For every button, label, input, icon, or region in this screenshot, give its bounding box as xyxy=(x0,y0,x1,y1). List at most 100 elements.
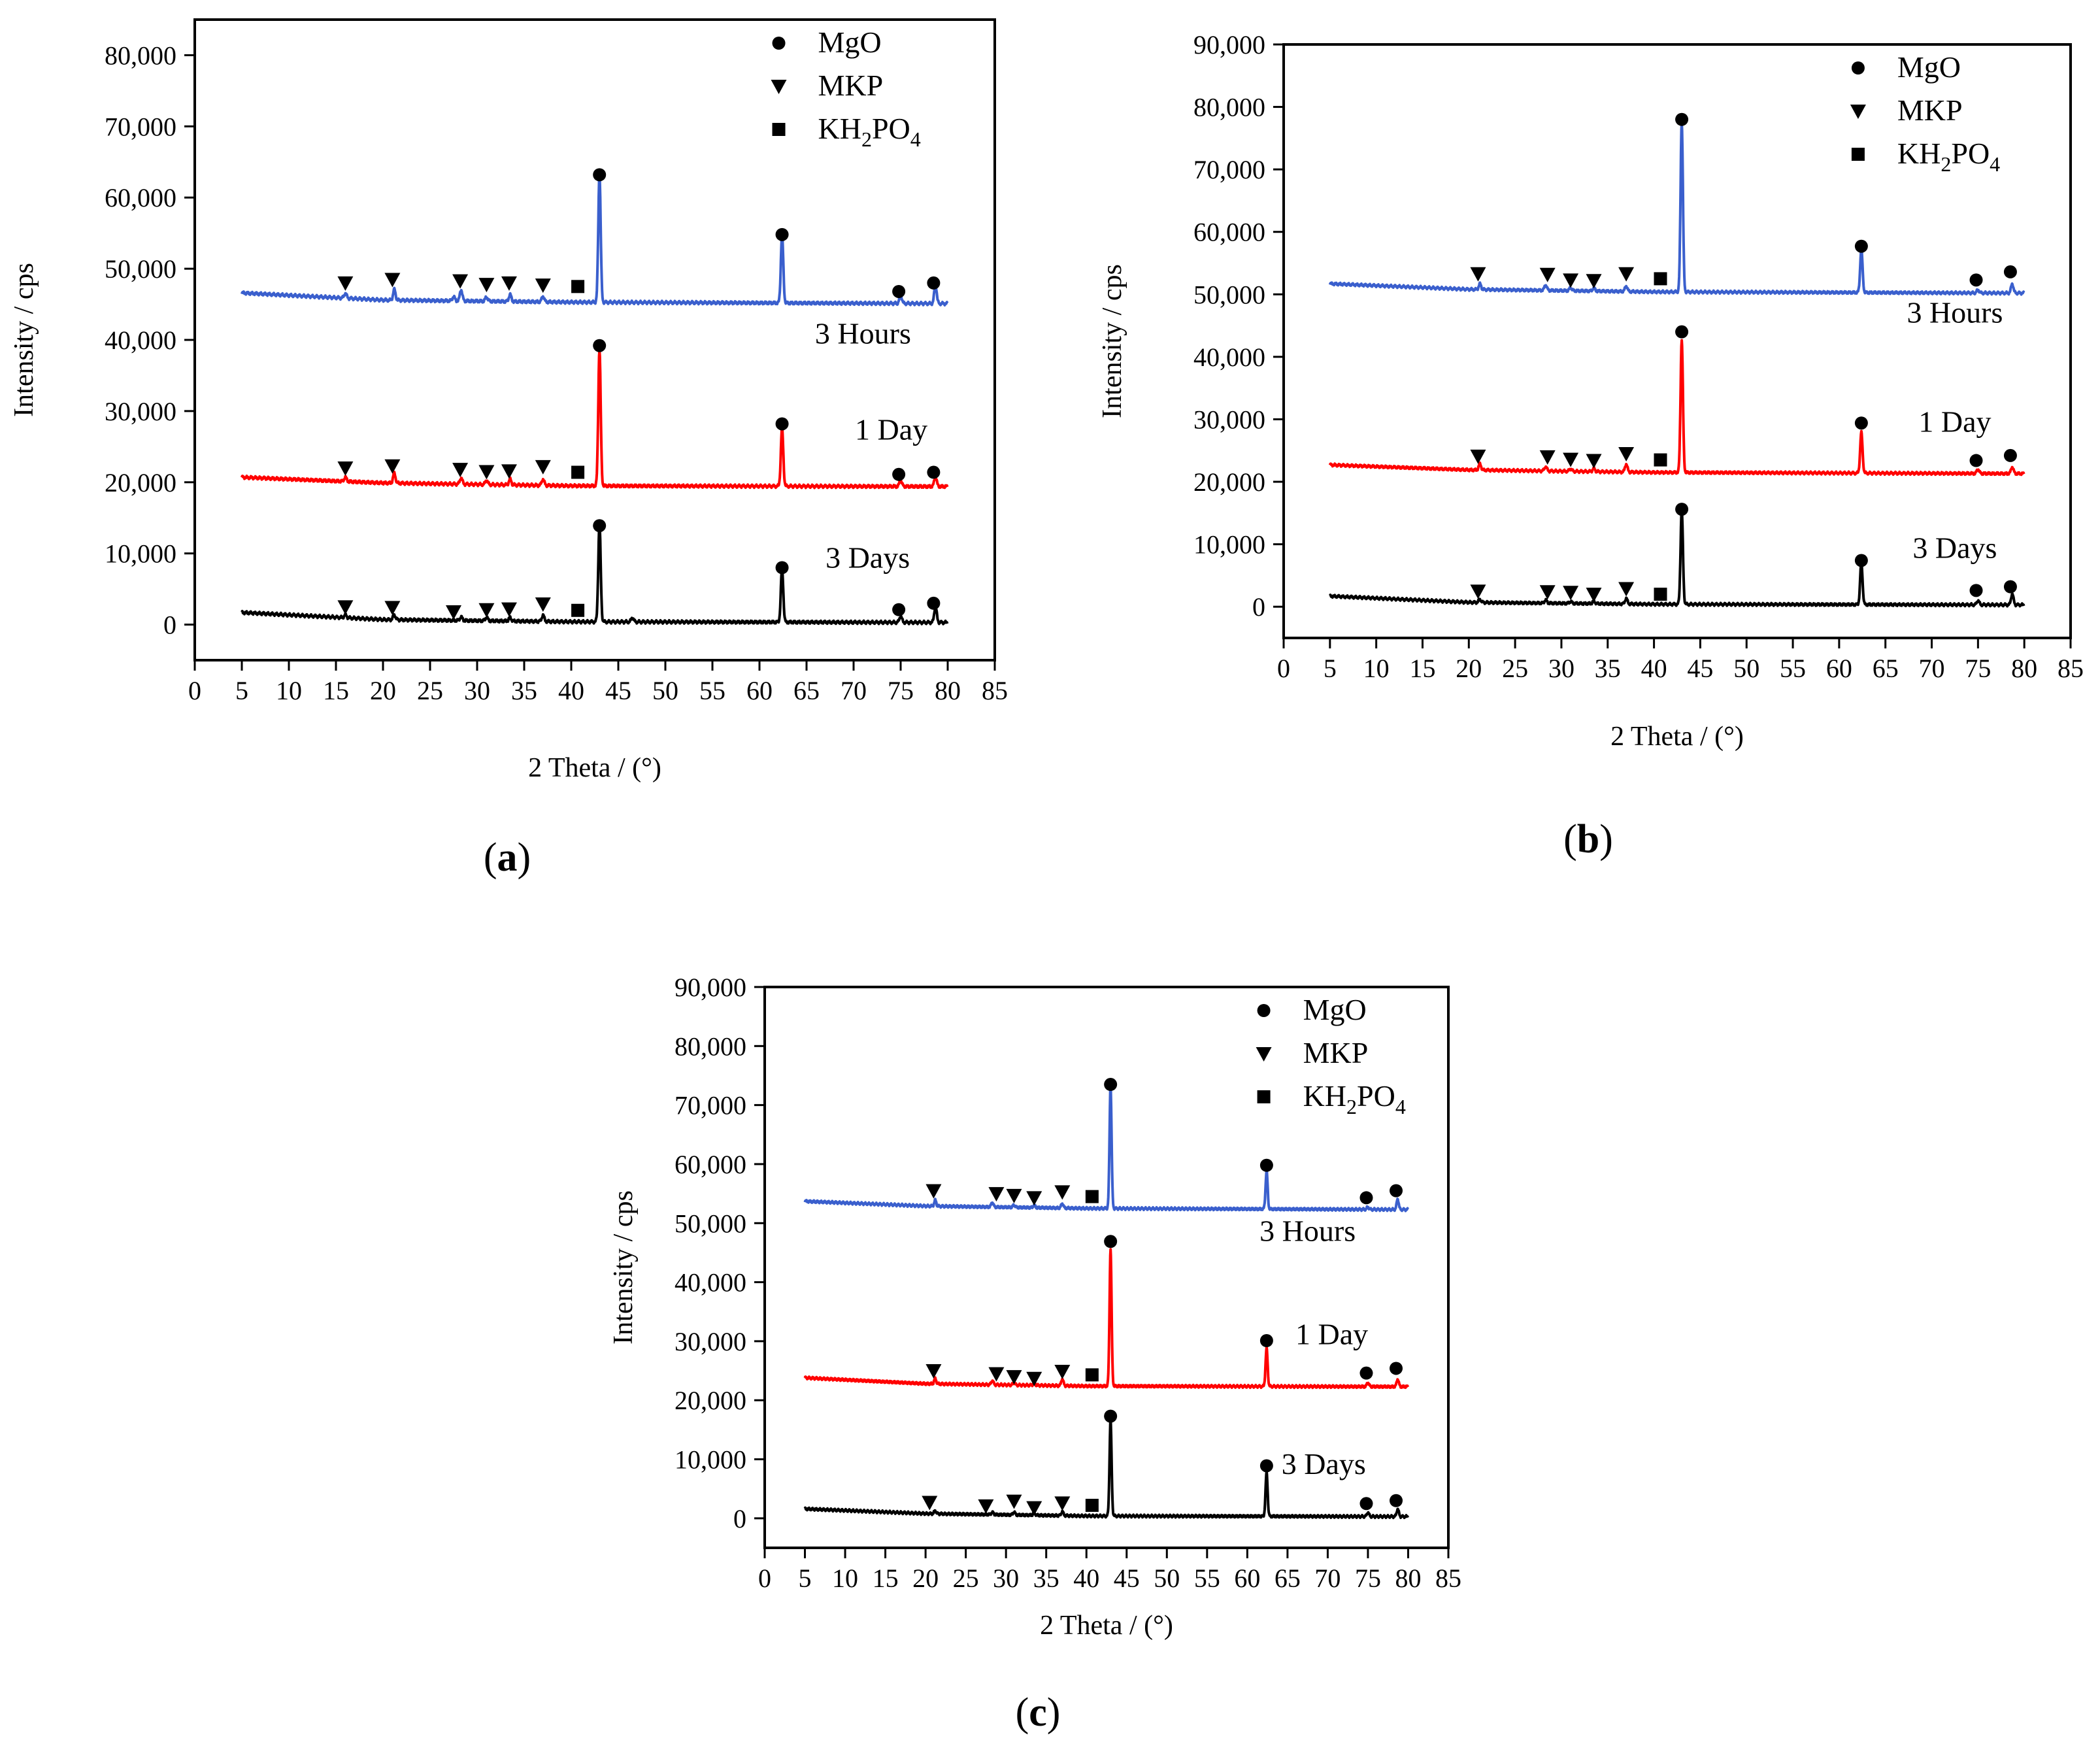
triangle-down-marker xyxy=(478,278,495,293)
x-tick-label: 50 xyxy=(1154,1564,1180,1593)
x-tick-label: 0 xyxy=(1277,654,1290,683)
x-tick-label: 35 xyxy=(1595,654,1621,683)
x-tick-label: 30 xyxy=(993,1564,1019,1593)
x-tick-label: 15 xyxy=(323,676,349,705)
x-tick-label: 45 xyxy=(605,676,631,705)
x-tick-label: 5 xyxy=(799,1564,812,1593)
x-tick-label: 30 xyxy=(1548,654,1575,683)
series-label: 3 Hours xyxy=(815,316,911,350)
triangle-down-marker xyxy=(1539,267,1556,282)
circle-marker xyxy=(1854,239,1868,253)
legend-label: MKP xyxy=(818,69,884,102)
x-tick-label: 25 xyxy=(953,1564,979,1593)
x-tick-label: 75 xyxy=(1965,654,1991,683)
y-tick-label: 40,000 xyxy=(1193,343,1265,372)
circle-marker xyxy=(2003,265,2017,278)
legend-square-marker xyxy=(1257,1090,1271,1103)
circle-marker xyxy=(1359,1191,1373,1205)
y-tick-label: 60,000 xyxy=(105,183,176,212)
triangle-down-marker xyxy=(1006,1370,1022,1385)
x-tick-label: 75 xyxy=(888,676,914,705)
x-tick-label: 55 xyxy=(1780,654,1806,683)
triangle-down-marker xyxy=(922,1496,938,1511)
series-label: 1 Day xyxy=(855,412,927,446)
legend-circle-marker xyxy=(772,37,786,50)
triangle-down-marker xyxy=(535,460,551,475)
legend-triangle-down-marker xyxy=(1256,1047,1272,1062)
x-tick-label: 75 xyxy=(1355,1564,1381,1593)
y-tick-label: 60,000 xyxy=(675,1150,746,1179)
legend-label-sub: 4 xyxy=(1990,152,2000,176)
triangle-down-marker xyxy=(925,1364,942,1379)
triangle-down-marker xyxy=(925,1184,942,1199)
x-tick-label: 15 xyxy=(1409,654,1435,683)
legend-label-sub: 2 xyxy=(1941,152,1951,176)
y-tick-label: 40,000 xyxy=(105,326,176,355)
circle-marker xyxy=(1259,1158,1273,1172)
triangle-down-marker xyxy=(535,278,551,293)
circle-marker xyxy=(1675,503,1689,516)
circle-marker xyxy=(927,596,941,610)
triangle-down-marker xyxy=(1054,1364,1071,1379)
y-tick-label: 30,000 xyxy=(675,1327,746,1356)
x-tick-label: 40 xyxy=(1073,1564,1099,1593)
x-tick-label: 60 xyxy=(1826,654,1852,683)
triangle-down-marker xyxy=(501,276,517,291)
y-tick-label: 90,000 xyxy=(1193,30,1265,59)
legend-label-sub: 4 xyxy=(1395,1095,1406,1118)
legend-label: MKP xyxy=(1303,1036,1369,1069)
triangle-down-marker xyxy=(1618,447,1635,462)
triangle-down-marker xyxy=(478,603,495,618)
x-tick-label: 60 xyxy=(746,676,773,705)
circle-marker xyxy=(1675,112,1689,126)
legend-label: KH2PO4 xyxy=(1303,1079,1406,1118)
series-line-day1 xyxy=(1328,339,2025,477)
triangle-down-marker xyxy=(1054,1496,1071,1511)
y-tick-label: 30,000 xyxy=(105,397,176,426)
legend-label-part: PO xyxy=(1951,137,1990,170)
chart-panel-b: 0 5 10 15 20 25 30 35 40 45 50 55 60 65 70 75 80 85 0 10,00… xyxy=(1097,30,2084,862)
x-tick-label: 20 xyxy=(1456,654,1482,683)
circle-marker xyxy=(892,603,906,616)
triangle-down-marker xyxy=(1586,454,1602,469)
square-marker xyxy=(1654,272,1667,286)
circle-marker xyxy=(1969,273,1983,287)
triangle-down-marker xyxy=(988,1187,1005,1202)
circle-marker xyxy=(1104,1409,1118,1423)
y-tick-label: 80,000 xyxy=(105,41,176,70)
x-tick-label: 50 xyxy=(652,676,678,705)
x-tick-label: 65 xyxy=(1873,654,1899,683)
legend-label: KH2PO4 xyxy=(1897,137,2000,176)
x-tick-label: 35 xyxy=(1033,1564,1059,1593)
legend-circle-marker xyxy=(1257,1004,1271,1017)
triangle-down-marker xyxy=(1563,452,1579,467)
y-axis-title: Intensity / cps xyxy=(608,1190,639,1345)
triangle-down-marker xyxy=(1618,582,1635,597)
x-tick-label: 70 xyxy=(841,676,867,705)
circle-marker xyxy=(1390,1184,1403,1197)
legend-label-part: KH xyxy=(1897,137,1941,170)
legend-triangle-down-marker xyxy=(771,80,787,94)
legend-label-sub: 2 xyxy=(861,127,872,151)
chart-panel-a: 0 5 10 15 20 25 30 35 40 45 50 55 60 65 70 75 80 85 0 10,00… xyxy=(9,18,1008,880)
y-axis-title: Intensity / cps xyxy=(9,263,39,417)
triangle-down-marker xyxy=(384,459,401,474)
x-tick-label: 50 xyxy=(1733,654,1759,683)
legend-circle-marker xyxy=(1851,61,1865,75)
square-marker xyxy=(571,280,585,293)
triangle-down-marker xyxy=(501,464,517,479)
triangle-down-marker xyxy=(501,602,517,617)
triangle-down-marker xyxy=(1054,1185,1071,1200)
circle-marker xyxy=(2003,580,2017,594)
legend-label-part: KH xyxy=(818,112,861,145)
series-line-hours3 xyxy=(241,174,949,307)
x-tick-label: 0 xyxy=(188,676,201,705)
panel-caption-letter: a xyxy=(497,835,518,880)
circle-marker xyxy=(892,284,906,298)
x-tick-label: 45 xyxy=(1687,654,1713,683)
x-tick-label: 85 xyxy=(2058,654,2084,683)
triangle-down-marker xyxy=(384,273,401,288)
y-tick-label: 0 xyxy=(163,611,176,640)
circle-marker xyxy=(593,168,607,182)
series-line-days3 xyxy=(241,523,949,626)
